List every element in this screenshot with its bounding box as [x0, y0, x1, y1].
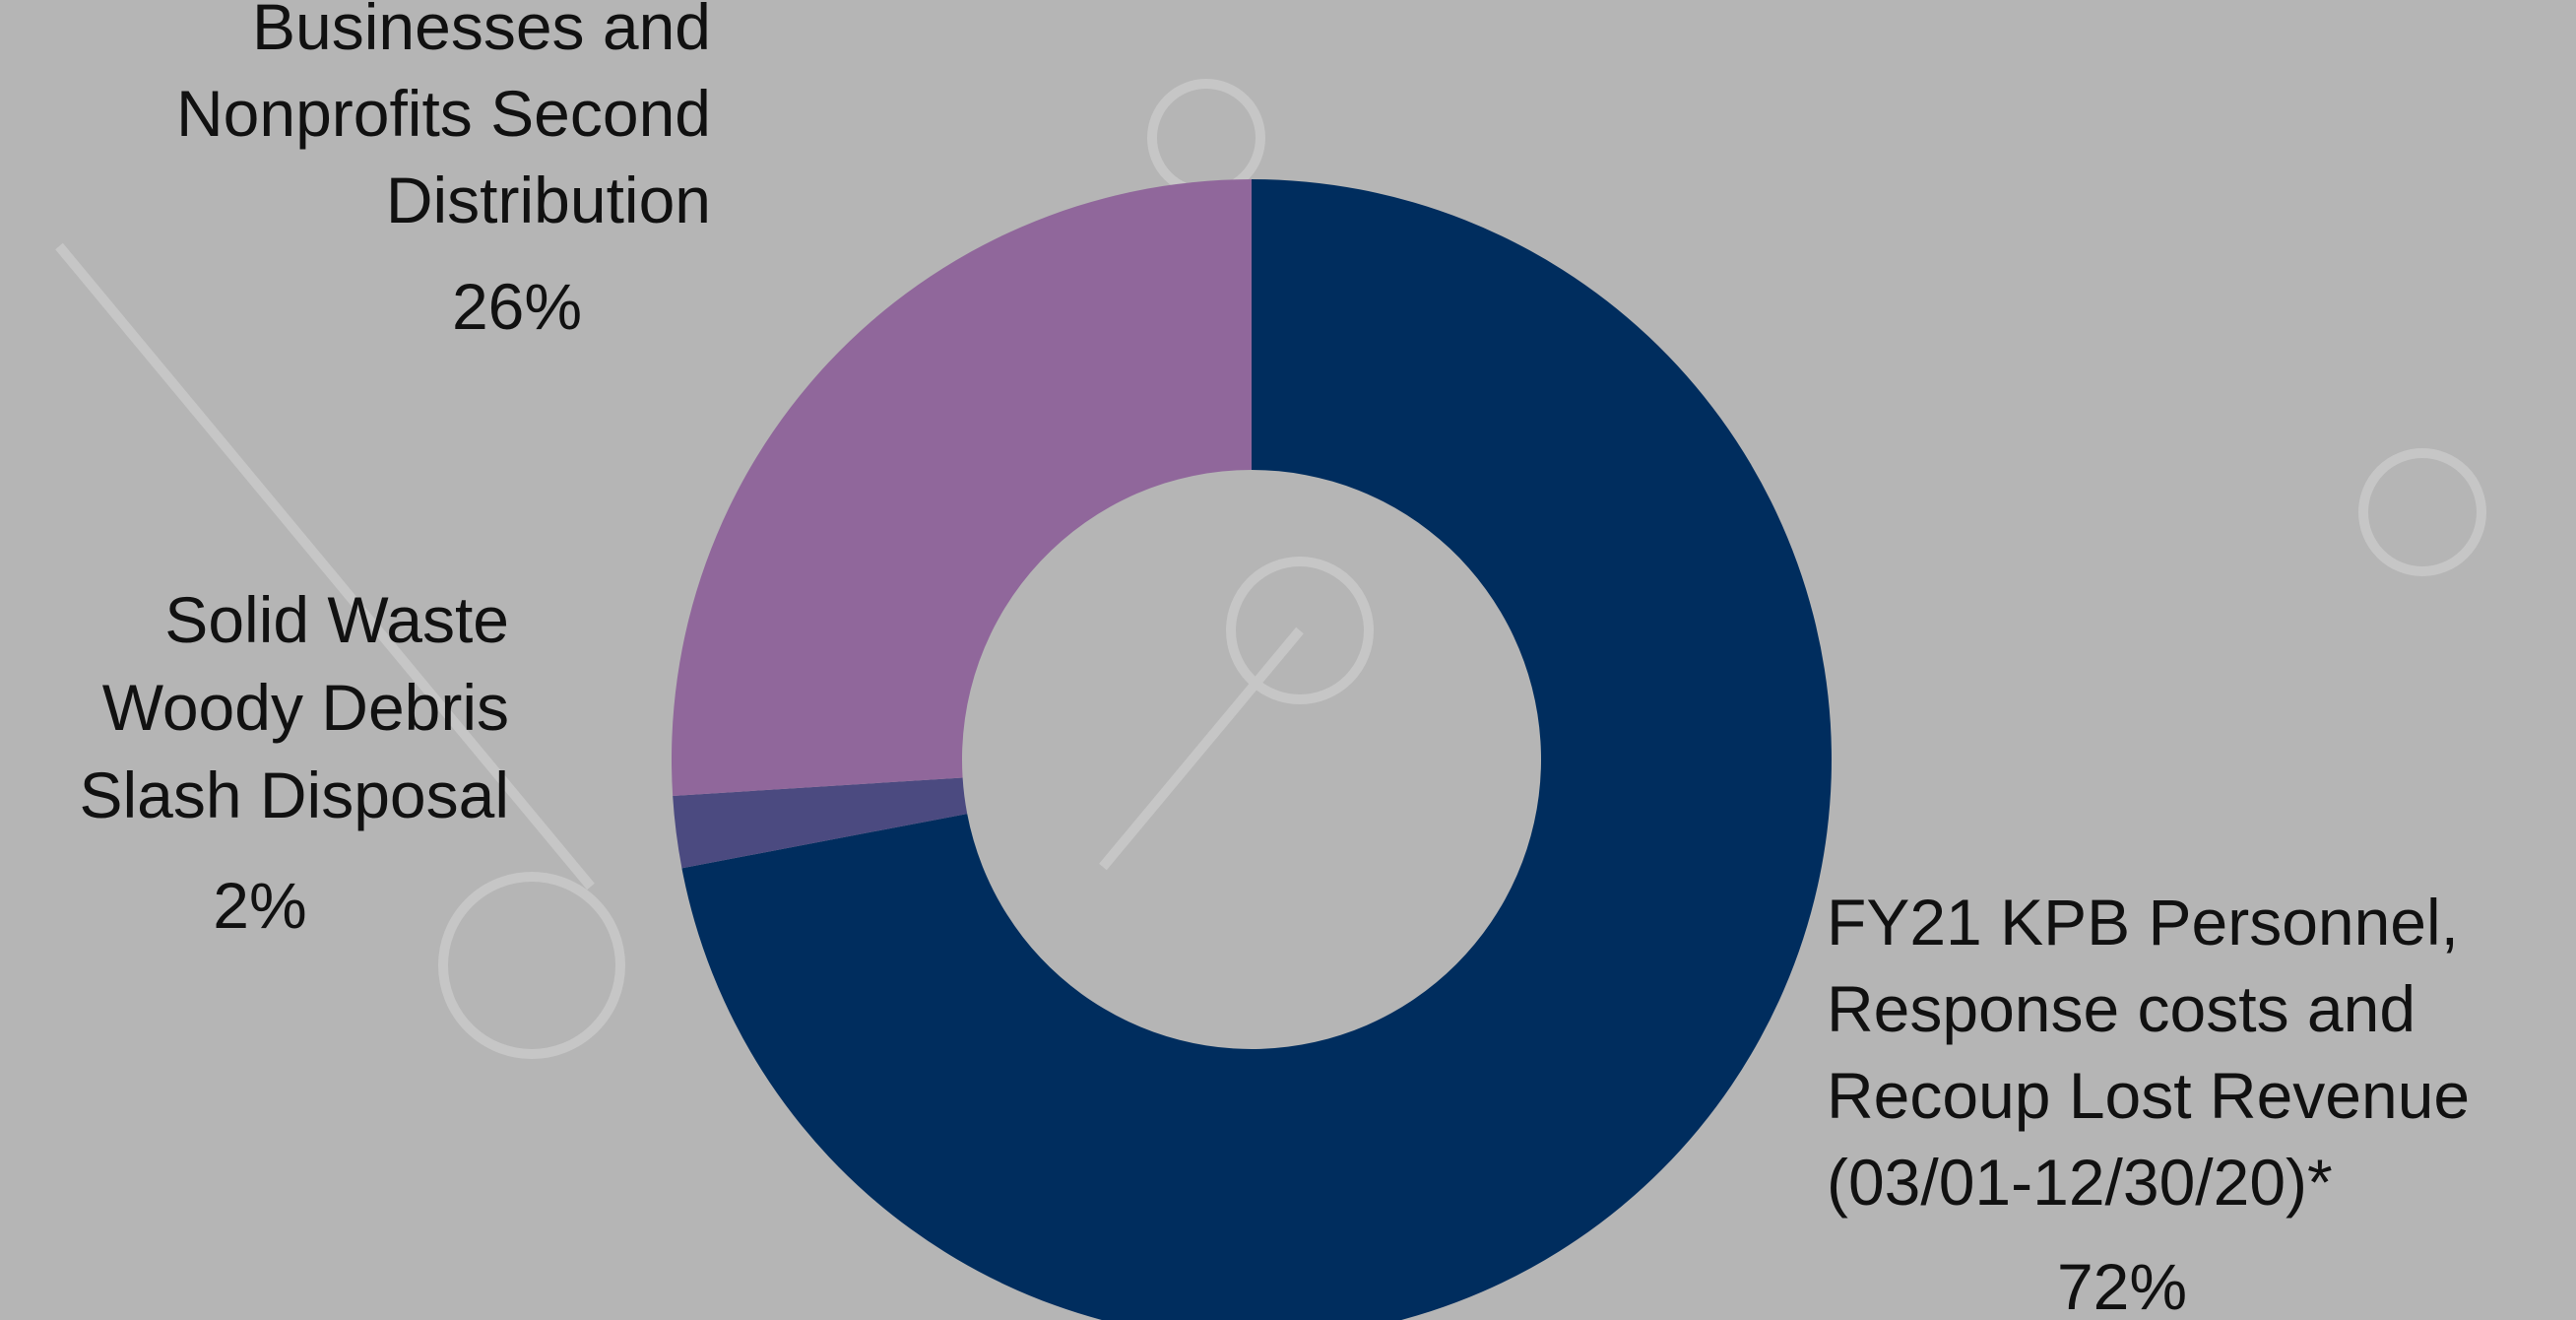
slice-label: Woody Debris: [102, 671, 509, 744]
slice-label: Businesses and: [252, 0, 711, 63]
slice-label: Solid Waste: [164, 583, 509, 656]
donut-slice: [672, 179, 1252, 796]
slice-label: Nonprofits Second: [176, 77, 711, 150]
slice-label: Distribution: [386, 164, 711, 236]
value-label: 72%: [2057, 1250, 2187, 1320]
page: {"chart_data": {"type": "donut", "catego…: [0, 0, 2576, 1320]
slice-label: Response costs and: [1827, 972, 2415, 1045]
slice-label: FY21 KPB Personnel,: [1827, 886, 2459, 958]
slice-label: (03/01-12/30/20)*: [1827, 1146, 2333, 1219]
value-label: 26%: [452, 270, 582, 343]
slice-label: Recoup Lost Revenue: [1827, 1059, 2470, 1132]
donut: [672, 179, 1832, 1320]
chart: FY21 KPB Personnel, Response costs and Rec…: [0, 0, 2576, 1320]
value-label: 2%: [213, 869, 306, 942]
slice-label: Slash Disposal: [79, 759, 509, 831]
